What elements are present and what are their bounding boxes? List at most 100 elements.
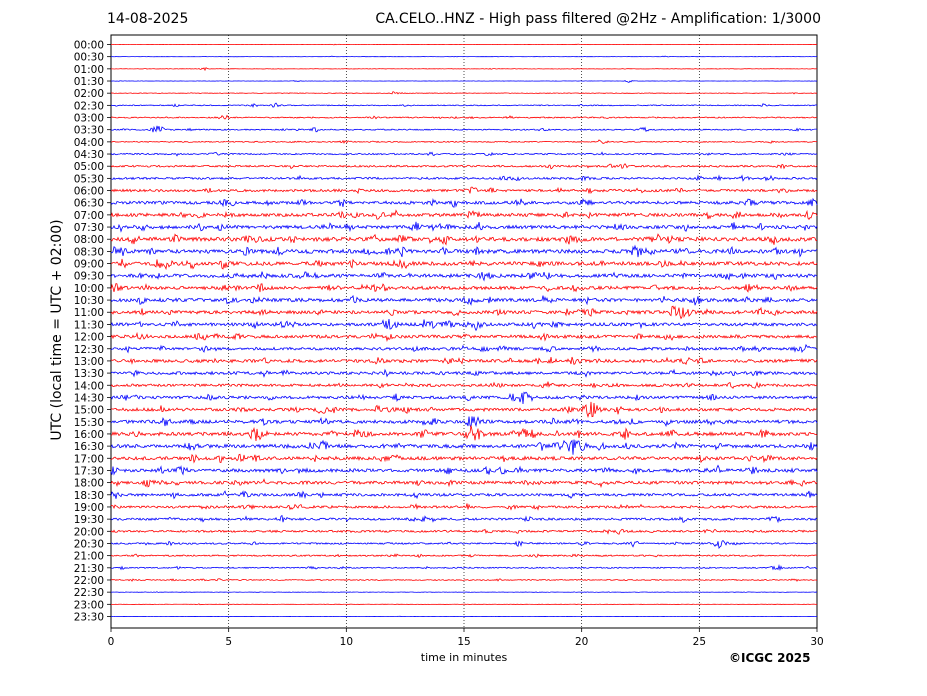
trace-1430 — [110, 391, 818, 405]
y-tick-label: 06:00 — [74, 186, 104, 198]
trace-0300 — [110, 114, 818, 120]
trace-0500 — [110, 163, 818, 170]
trace-0400 — [110, 139, 818, 144]
y-tick-label: 15:00 — [74, 405, 104, 417]
trace-1730 — [110, 464, 818, 476]
y-tick-label: 22:30 — [74, 587, 104, 599]
trace-2230 — [110, 591, 818, 593]
trace-1630 — [110, 439, 818, 455]
copyright-label: ©ICGC 2025 — [729, 651, 811, 665]
y-tick-label: 21:00 — [74, 551, 104, 563]
trace-2130 — [110, 564, 818, 571]
x-axis-label: time in minutes — [420, 651, 508, 664]
y-tick-label: 02:00 — [74, 88, 104, 100]
trace-0200 — [110, 91, 818, 95]
trace-2000 — [110, 528, 818, 535]
y-tick-label: 23:00 — [74, 599, 104, 611]
plot-frame — [110, 34, 818, 629]
trace-1500 — [110, 401, 818, 418]
x-tick-label: 20 — [575, 636, 588, 648]
y-axis-ticks: 00:0000:3001:0001:3002:0002:3003:0003:30… — [74, 40, 111, 623]
seismic-traces — [110, 43, 818, 618]
y-tick-label: 20:30 — [74, 538, 104, 550]
chart-title: CA.CELO..HNZ - High pass filtered @2Hz -… — [375, 11, 821, 27]
trace-0430 — [110, 151, 818, 157]
y-tick-label: 06:30 — [74, 198, 104, 210]
trace-0700 — [110, 209, 818, 220]
trace-1130 — [110, 319, 818, 332]
y-tick-label: 12:30 — [74, 344, 104, 356]
trace-2300 — [110, 603, 818, 606]
trace-1230 — [110, 343, 818, 354]
y-tick-label: 04:30 — [74, 149, 104, 161]
y-tick-label: 00:30 — [74, 52, 104, 64]
trace-0230 — [110, 102, 818, 109]
y-tick-label: 14:00 — [74, 380, 104, 392]
y-tick-label: 04:00 — [74, 137, 104, 149]
trace-0830 — [110, 244, 818, 258]
y-tick-label: 05:30 — [74, 173, 104, 185]
y-tick-label: 09:00 — [74, 259, 104, 271]
trace-1330 — [110, 368, 818, 378]
y-tick-label: 10:30 — [74, 295, 104, 307]
trace-0800 — [110, 233, 818, 246]
trace-1700 — [110, 453, 818, 464]
x-tick-label: 25 — [693, 636, 706, 648]
trace-0930 — [110, 271, 818, 282]
y-tick-label: 23:30 — [74, 611, 104, 623]
y-tick-label: 11:00 — [74, 307, 104, 319]
trace-0630 — [110, 197, 818, 208]
trace-0900 — [110, 258, 818, 271]
x-tick-label: 5 — [225, 636, 232, 648]
x-tick-label: 0 — [108, 636, 115, 648]
y-tick-label: 01:00 — [74, 64, 104, 76]
trace-1100 — [110, 305, 818, 320]
trace-1800 — [110, 478, 818, 489]
y-tick-label: 03:30 — [74, 125, 104, 137]
trace-0330 — [110, 125, 818, 133]
y-tick-label: 00:00 — [74, 40, 104, 52]
trace-1000 — [110, 282, 818, 293]
trace-2100 — [110, 553, 818, 558]
trace-1900 — [110, 503, 818, 511]
y-tick-label: 01:30 — [74, 76, 104, 88]
x-tick-label: 15 — [457, 636, 470, 648]
trace-2030 — [110, 540, 818, 550]
y-tick-label: 13:00 — [74, 356, 104, 368]
trace-1400 — [110, 381, 818, 389]
trace-1530 — [110, 416, 818, 428]
y-tick-label: 16:30 — [74, 441, 104, 453]
y-tick-label: 21:30 — [74, 563, 104, 575]
trace-0730 — [110, 221, 818, 233]
y-tick-label: 16:00 — [74, 429, 104, 441]
trace-0130 — [110, 79, 818, 83]
y-tick-label: 13:30 — [74, 368, 104, 380]
y-tick-label: 17:00 — [74, 453, 104, 465]
y-tick-label: 02:30 — [74, 100, 104, 112]
y-tick-label: 19:00 — [74, 502, 104, 514]
trace-0600 — [110, 186, 818, 195]
y-tick-label: 19:30 — [74, 514, 104, 526]
date-label: 14-08-2025 — [107, 11, 189, 27]
y-tick-label: 18:00 — [74, 478, 104, 490]
y-tick-label: 07:30 — [74, 222, 104, 234]
trace-1300 — [110, 356, 818, 366]
trace-0100 — [110, 67, 817, 72]
trace-1830 — [110, 490, 818, 500]
y-axis-label: UTC (local time = UTC + 02:00) — [49, 219, 65, 441]
y-tick-label: 05:00 — [74, 161, 104, 173]
trace-0030 — [110, 55, 818, 58]
y-tick-label: 11:30 — [74, 319, 104, 331]
y-tick-label: 15:30 — [74, 417, 104, 429]
y-tick-label: 14:30 — [74, 392, 104, 404]
y-tick-label: 07:00 — [74, 210, 104, 222]
x-axis-ticks: 0 5 10 15 20 25 30 — [108, 628, 824, 648]
trace-1930 — [110, 514, 818, 524]
y-tick-label: 03:00 — [74, 113, 104, 125]
x-tick-label: 10 — [340, 636, 353, 648]
y-tick-label: 09:30 — [74, 271, 104, 283]
y-tick-label: 08:30 — [74, 246, 104, 258]
y-tick-label: 18:30 — [74, 490, 104, 502]
y-tick-label: 12:00 — [74, 332, 104, 344]
